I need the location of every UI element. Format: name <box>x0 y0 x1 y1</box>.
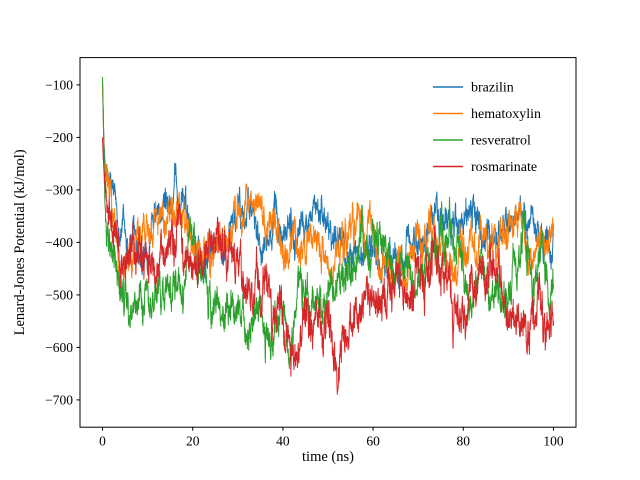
legend-label-hematoxylin: hematoxylin <box>471 107 541 122</box>
x-tick-label: 60 <box>366 434 380 449</box>
x-tick-label: 40 <box>276 434 290 449</box>
x-tick-label: 0 <box>99 434 106 449</box>
x-tick-label: 20 <box>186 434 200 449</box>
y-tick-label: −700 <box>45 392 73 407</box>
legend-label-brazilin: brazilin <box>471 81 514 96</box>
series-line-rosmarinate <box>102 137 554 395</box>
y-tick-label: −100 <box>45 77 73 92</box>
x-tick-label: 80 <box>457 434 471 449</box>
legend-label-rosmarinate: rosmarinate <box>471 160 537 175</box>
series-lines <box>102 76 554 395</box>
legend: brazilin hematoxylin resveratrol rosmarinat… <box>433 81 541 175</box>
y-tick-label: −600 <box>45 340 73 355</box>
y-axis-label: Lenard-Jones Potential (kJ/mol) <box>12 149 28 335</box>
y-tick-label: −500 <box>45 287 73 302</box>
legend-label-resveratrol: resveratrol <box>471 134 531 149</box>
y-tick-label: −200 <box>45 130 73 145</box>
y-tick-label: −300 <box>45 182 73 197</box>
y-tick-label: −400 <box>45 235 73 250</box>
x-axis-label: time (ns) <box>302 449 354 465</box>
series-line-brazilin <box>102 79 554 289</box>
axis-ticks: 0 20 40 60 80 100 −700 −600 −500 −400 −300 −200 −100 <box>45 77 564 448</box>
x-tick-label: 100 <box>543 434 564 449</box>
